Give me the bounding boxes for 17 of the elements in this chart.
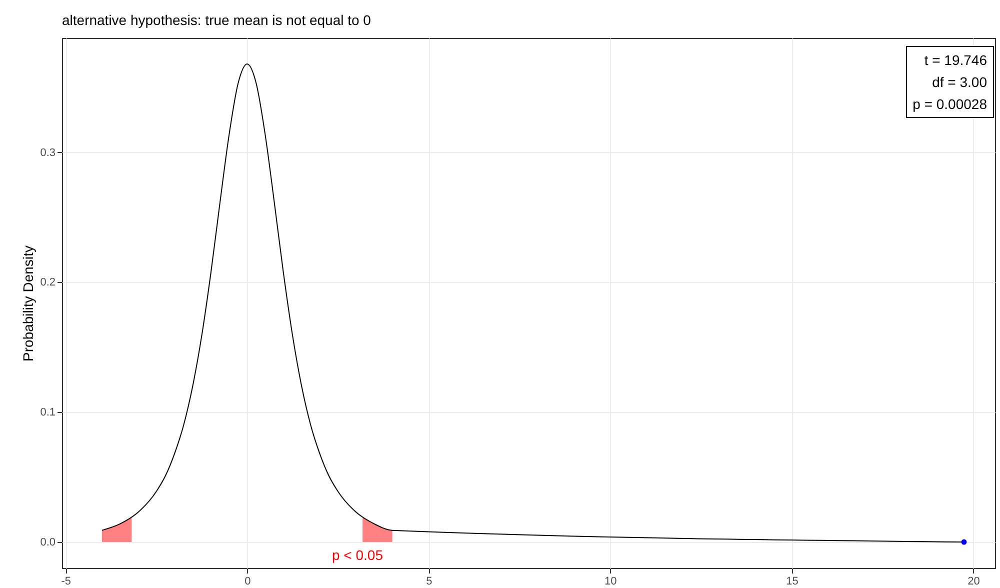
x-tick-label: 5 bbox=[426, 576, 432, 588]
annotation: t = 19.746 bbox=[923, 51, 987, 70]
x-tick-label: 20 bbox=[968, 576, 980, 588]
y-tick-label: 0.0 bbox=[40, 536, 56, 549]
annotation: p = 0.00028 bbox=[912, 95, 987, 114]
annotation: df = 3.00 bbox=[931, 73, 987, 92]
y-tick-label: 0.3 bbox=[40, 146, 56, 159]
y-tick-label: 0.1 bbox=[40, 406, 56, 419]
x-tick-label: -5 bbox=[61, 576, 72, 588]
y-axis-title: Probability Density bbox=[20, 246, 36, 362]
x-tick-label: 0 bbox=[244, 576, 251, 588]
chart-title: alternative hypothesis: true mean is not equal to 0 bbox=[62, 12, 372, 28]
x-tick-label: 10 bbox=[604, 576, 617, 588]
y-tick-label: 0.2 bbox=[40, 276, 56, 289]
x-tick-label: 15 bbox=[786, 576, 798, 588]
annotation: p < 0.05 bbox=[332, 547, 383, 563]
stats-box: t = 19.746 df = 3.00 p = 0.00028 bbox=[906, 46, 994, 118]
